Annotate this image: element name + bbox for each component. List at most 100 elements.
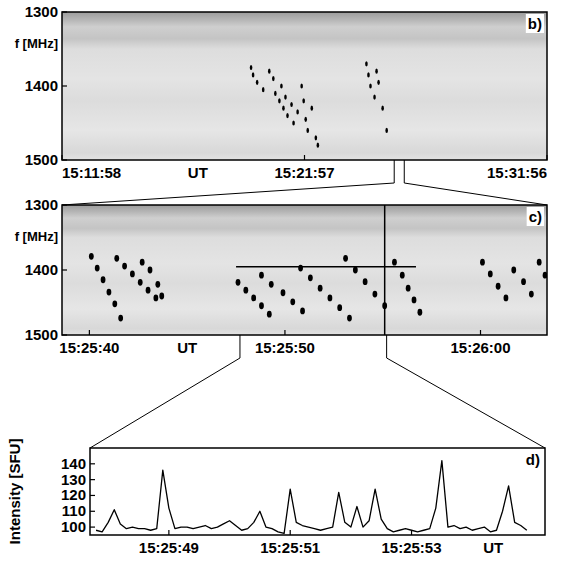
zoom-line: [62, 183, 394, 205]
burst: [369, 83, 372, 88]
y-tick-label: 1400: [25, 77, 58, 94]
x-tick-label: 15:25:40: [59, 339, 119, 356]
burst: [95, 265, 100, 272]
panel-label: b): [528, 15, 542, 32]
burst: [521, 278, 526, 285]
burst: [118, 315, 123, 322]
x-tick: [284, 330, 285, 335]
burst: [353, 267, 358, 274]
x-axis-label: UT: [483, 539, 503, 556]
burst: [236, 279, 241, 286]
cursor-vertical: [384, 205, 386, 335]
burst: [250, 65, 253, 70]
burst: [406, 285, 411, 292]
burst: [318, 285, 323, 292]
zoom-stem: [386, 335, 387, 358]
x-tick: [546, 155, 547, 160]
x-tick-label: 15:25:51: [260, 539, 320, 556]
y-tick-label: 1400: [25, 261, 58, 278]
panel-label: c): [529, 208, 542, 225]
x-tick: [168, 530, 169, 535]
burst: [511, 267, 516, 274]
burst: [259, 302, 264, 309]
burst: [140, 259, 145, 266]
frame: [90, 448, 545, 535]
burst: [381, 106, 384, 111]
frame: [62, 12, 547, 160]
y-tick-label: 100: [61, 518, 86, 535]
plot-background: [62, 205, 547, 335]
burst: [153, 295, 158, 302]
burst: [290, 102, 293, 107]
burst: [328, 295, 333, 302]
burst: [343, 255, 348, 262]
zoom-stem: [239, 335, 240, 358]
y-tick: [62, 159, 67, 160]
burst: [529, 291, 534, 298]
burst: [268, 69, 271, 74]
x-tick: [61, 155, 62, 160]
burst: [308, 274, 313, 281]
burst: [537, 259, 542, 266]
burst: [252, 72, 255, 77]
burst: [269, 281, 274, 288]
burst: [373, 95, 376, 100]
y-tick: [90, 495, 95, 496]
figure: 13001400150015:11:5815:21:5715:31:56UTf …: [0, 0, 565, 567]
panel: 13001400150015:25:4015:25:5015:26:00UTf …: [15, 196, 548, 356]
burst: [107, 289, 112, 296]
y-tick: [90, 463, 95, 464]
burst: [385, 128, 388, 133]
burst: [251, 295, 256, 302]
burst: [306, 128, 309, 133]
burst: [243, 287, 248, 294]
zoom-line: [404, 183, 547, 205]
y-tick-label: 1500: [25, 326, 58, 343]
burst: [412, 297, 417, 304]
x-tick-label: 15:31:56: [487, 164, 547, 181]
burst: [298, 265, 303, 272]
burst: [155, 281, 160, 288]
burst: [146, 287, 151, 294]
burst: [101, 276, 106, 283]
panel-label-patch: [527, 207, 544, 226]
plot-area: [96, 461, 527, 534]
y-tick: [90, 526, 95, 527]
y-tick-label: 1300: [25, 3, 58, 20]
burst: [365, 61, 368, 66]
burst: [256, 80, 259, 85]
y-tick: [90, 511, 95, 512]
y-tick-label: 130: [61, 471, 86, 488]
burst: [488, 271, 493, 278]
burst: [272, 76, 275, 81]
burst: [292, 120, 295, 125]
x-tick: [290, 530, 291, 535]
intensity-line: [96, 461, 527, 534]
x-tick: [480, 330, 481, 335]
panel: 10011012013014015:25:4915:25:5115:25:53U…: [6, 439, 545, 556]
zoom-line: [387, 358, 545, 448]
burst: [148, 267, 153, 274]
burst: [280, 83, 283, 88]
burst: [337, 304, 342, 311]
x-tick-label: 15:25:53: [382, 539, 442, 556]
y-tick-label: 120: [61, 486, 86, 503]
burst: [363, 278, 368, 285]
burst: [130, 271, 135, 278]
y-tick: [62, 334, 67, 335]
burst: [112, 300, 117, 307]
burst: [317, 143, 320, 148]
burst: [373, 291, 378, 298]
burst: [304, 117, 307, 122]
frame: [62, 205, 547, 335]
y-tick: [90, 479, 95, 480]
burst: [480, 259, 485, 266]
x-tick: [411, 530, 412, 535]
panel-label: d): [526, 451, 540, 468]
burst: [89, 253, 94, 260]
x-tick: [89, 330, 90, 335]
x-tick-label: 15:25:50: [255, 339, 315, 356]
y-tick: [62, 85, 67, 86]
y-axis-label: Intensity [SFU]: [6, 439, 23, 545]
x-axis-label: UT: [177, 339, 197, 356]
